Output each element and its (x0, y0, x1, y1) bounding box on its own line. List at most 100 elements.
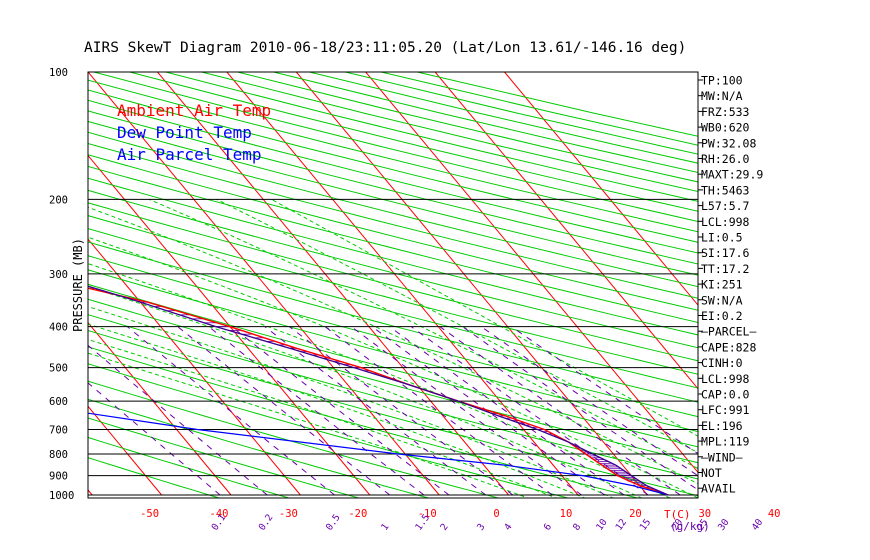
legend: Ambient Air Temp Dew Point Temp Air Parc… (117, 101, 271, 164)
index-value: LCL:998 (701, 215, 750, 229)
isotherm-line (295, 72, 648, 496)
index-value: NOT (701, 466, 722, 480)
dry-adiabat-line (88, 417, 361, 498)
mixing-ratio-label: 12 (614, 517, 630, 533)
y-axis-label: PRESSURE (MB) (71, 238, 85, 332)
dry-adiabat-line (88, 131, 698, 288)
bottom-temp-tick-label: 20 (629, 508, 642, 520)
air-parcel-temp-line (88, 285, 669, 496)
pressure-tick-label: 1000 (49, 490, 74, 502)
index-value: LCL:998 (701, 372, 750, 386)
index-value: PW:32.08 (701, 136, 756, 150)
index-value: MAXT:29.9 (701, 168, 763, 182)
dry-adiabat-line (88, 436, 291, 498)
x-axis-unit-label: T(C) (664, 508, 691, 521)
index-value: EL:196 (701, 419, 743, 433)
dry-adiabat-line (88, 380, 501, 498)
pressure-tick-label: 500 (49, 363, 68, 375)
dew-point-temp-line (88, 412, 669, 496)
index-value: MPL:119 (701, 435, 750, 449)
isotherm-line (88, 154, 371, 496)
index-value: —WIND— (701, 450, 743, 464)
dry-adiabat-line (88, 346, 640, 498)
index-value: CAPE:828 (701, 340, 756, 354)
bottom-temp-tick-label: 40 (768, 508, 781, 520)
index-value: EI:0.2 (701, 309, 743, 323)
dry-adiabat-line (88, 283, 698, 448)
bottom-temp-tick-label: 10 (560, 508, 573, 520)
chart-title: AIRS SkewT Diagram 2010-06-18/23:11:05.2… (84, 40, 686, 56)
pressure-tick-label: 700 (49, 424, 68, 436)
pressure-tick-label: 800 (49, 449, 68, 461)
mixing-ratio-label: 4 (502, 521, 514, 532)
index-value: SW:N/A (701, 293, 743, 307)
dry-adiabat-line (88, 241, 698, 403)
moist-adiabat-line (216, 198, 698, 454)
index-value: L57:5.7 (701, 199, 750, 213)
dry-adiabat-line (88, 120, 698, 276)
index-value: TT:17.2 (701, 262, 749, 276)
mixing-ratio-unit-label: (g/kg) (670, 520, 710, 533)
index-value: CINH:0 (701, 356, 743, 370)
pressure-tick-label: 300 (49, 269, 68, 281)
dry-adiabat-line (88, 110, 698, 265)
moist-adiabat-line (88, 338, 558, 498)
moist-adiabat-line (88, 323, 587, 498)
dry-adiabat-line (88, 269, 698, 433)
dry-adiabat-line (88, 154, 698, 311)
pressure-tick-label: 900 (49, 471, 68, 483)
index-value: FRZ:533 (701, 105, 750, 119)
bottom-temp-tick-label: -10 (418, 508, 437, 520)
dry-adiabat-line (88, 99, 698, 254)
index-value: AVAIL (701, 482, 736, 496)
mixing-ratio-label: 8 (571, 521, 583, 532)
legend-air-parcel-temp: Air Parcel Temp (117, 145, 262, 164)
bottom-temp-tick-label: -20 (348, 508, 367, 520)
dry-adiabat-line (88, 398, 431, 498)
moist-adiabat-line (148, 198, 698, 470)
dry-adiabat-line (88, 363, 570, 498)
legend-dew-point-temp: Dew Point Temp (117, 123, 252, 142)
dry-adiabat-line (88, 215, 698, 375)
bottom-temp-tick-label: 0 (493, 508, 499, 520)
grid-layer (88, 72, 698, 498)
plot-frame (87, 71, 699, 499)
mixing-ratio-label: 6 (542, 521, 554, 532)
index-value: CAP:0.0 (701, 388, 750, 402)
moist-adiabat-line (88, 206, 698, 485)
mixing-ratio-label: 2 (438, 522, 450, 533)
isotherm-line (365, 72, 698, 474)
pressure-tick-label: 400 (49, 322, 68, 334)
isotherm-line (88, 405, 162, 496)
dry-adiabat-line (88, 298, 698, 464)
bottom-temp-tick-label: -50 (140, 508, 159, 520)
pressure-tick-label: 100 (49, 67, 68, 79)
index-value: TP:100 (701, 74, 743, 88)
pressure-tick-label: 600 (49, 396, 68, 408)
data-layer (88, 285, 669, 496)
index-value: RH:26.0 (701, 152, 750, 166)
bottom-temp-tick-label: -40 (210, 508, 229, 520)
bottom-temp-tick-label: -30 (279, 508, 298, 520)
dry-adiabat-line (88, 314, 698, 480)
index-value: WB0:620 (701, 121, 750, 135)
index-value: SI:17.6 (701, 246, 750, 260)
dry-adiabat-line (88, 457, 221, 498)
dry-adiabat-line (88, 142, 698, 299)
bottom-temp-tick-label: 30 (698, 508, 711, 520)
isotherm-line (88, 72, 440, 496)
isotherm-line (504, 72, 698, 306)
dry-adiabat-line (88, 255, 698, 418)
mixing-ratio-label: 1 (379, 521, 391, 532)
index-value: —PARCEL— (701, 325, 756, 339)
dry-adiabat-line (88, 165, 698, 323)
moist-adiabat-line (271, 198, 698, 437)
isotherm-line (434, 72, 698, 390)
dry-adiabat-line (88, 177, 698, 336)
dry-adiabat-line (88, 189, 698, 349)
legend-ambient-air-temp: Ambient Air Temp (117, 101, 271, 120)
index-value: TH:5463 (701, 183, 750, 197)
dry-adiabat-line (88, 228, 698, 389)
dry-adiabat-line (88, 202, 698, 362)
